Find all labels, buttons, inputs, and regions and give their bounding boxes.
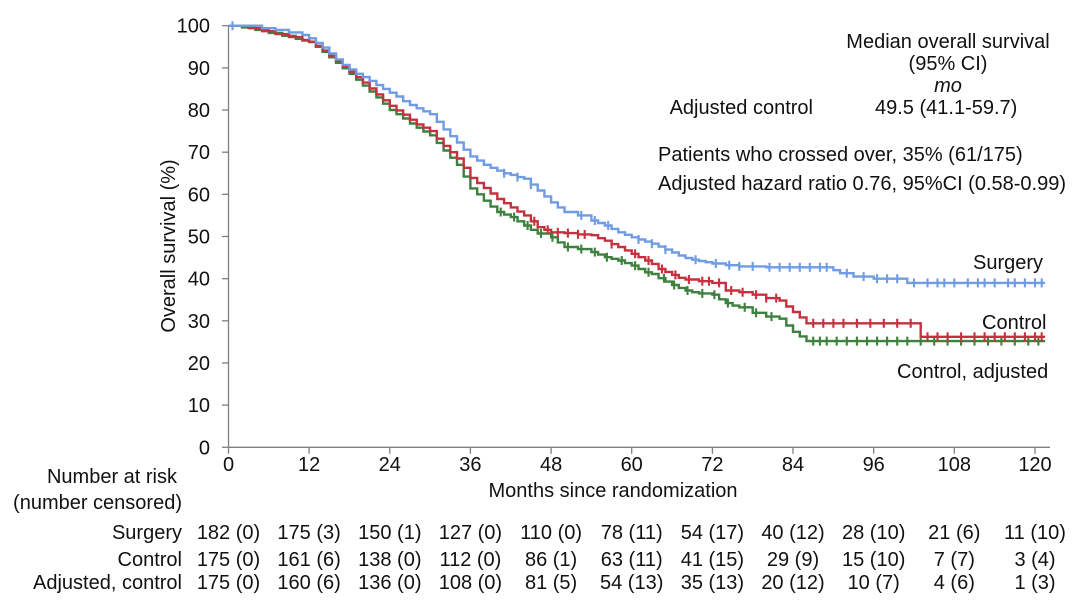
risk-cell: 7 (7) <box>933 549 975 571</box>
risk-cell: 15 (10) <box>842 549 906 571</box>
x-tick-label: 84 <box>782 454 804 476</box>
risk-table-subtitle: (number censored) <box>13 492 182 514</box>
x-tick-label: 12 <box>298 454 320 476</box>
risk-cell: 11 (10) <box>1004 522 1066 544</box>
risk-cell: 4 (6) <box>933 572 975 594</box>
x-tick-label: 36 <box>459 454 481 476</box>
y-tick-label: 10 <box>188 395 210 417</box>
risk-cell: 136 (0) <box>358 572 422 594</box>
curve-label-control: Control <box>982 312 1047 334</box>
x-tick-label: 96 <box>863 454 885 476</box>
median-row-value: 49.5 (41.1-59.7) <box>875 97 1018 119</box>
risk-cell: 20 (12) <box>761 572 825 594</box>
risk-cell: 40 (12) <box>761 522 825 544</box>
risk-cell: 175 (0) <box>196 572 261 594</box>
risk-cell: 182 (0) <box>196 522 261 544</box>
risk-cell: 175 (0) <box>196 549 261 571</box>
x-tick-label: 120 <box>1018 454 1051 476</box>
risk-cell: 108 (0) <box>438 572 503 594</box>
risk-cell: 29 (9) <box>766 549 820 571</box>
y-tick-label: 80 <box>188 100 210 122</box>
x-axis-label: Months since randomization <box>488 480 738 502</box>
risk-cell: 150 (1) <box>358 522 422 544</box>
crossover-note: Patients who crossed over, 35% (61/175) <box>658 144 1023 166</box>
risk-cell: 10 (7) <box>847 572 900 594</box>
risk-cell: 127 (0) <box>438 522 503 544</box>
risk-cell: 112 (0) <box>439 549 502 571</box>
y-tick-label: 30 <box>188 311 210 333</box>
risk-row-label: Surgery <box>111 522 182 544</box>
risk-table-title: Number at risk <box>46 466 177 488</box>
risk-cell: 3 (4) <box>1014 549 1056 571</box>
risk-cell: 21 (6) <box>928 522 981 544</box>
risk-cell: 161 (6) <box>277 549 341 571</box>
x-tick-label: 24 <box>379 454 401 476</box>
median-survival-ci: (95% CI) <box>908 53 988 75</box>
risk-cell: 138 (0) <box>358 549 422 571</box>
risk-cell: 54 (17) <box>680 522 745 544</box>
risk-cell: 63 (11) <box>600 549 663 571</box>
x-tick-label: 60 <box>621 454 643 476</box>
risk-cell: 81 (5) <box>524 572 578 594</box>
y-tick-label: 90 <box>188 58 210 80</box>
risk-cell: 41 (15) <box>680 549 745 571</box>
x-tick-label: 108 <box>938 454 971 476</box>
y-tick-label: 100 <box>177 16 210 38</box>
y-tick-label: 50 <box>188 227 210 249</box>
y-tick-label: 40 <box>188 269 210 291</box>
risk-cell: 28 (10) <box>842 522 906 544</box>
curve-label-surgery: Surgery <box>973 252 1044 274</box>
median-row-label: Adjusted control <box>669 97 813 119</box>
y-tick-label: 60 <box>188 184 210 206</box>
risk-cell: 86 (1) <box>524 549 578 571</box>
x-tick-label: 48 <box>540 454 562 476</box>
risk-cell: 35 (13) <box>680 572 745 594</box>
risk-row-label: Adjusted, control <box>33 572 182 594</box>
risk-cell: 110 (0) <box>520 522 583 544</box>
x-tick-label: 0 <box>223 454 234 476</box>
risk-cell: 78 (11) <box>600 522 663 544</box>
y-tick-label: 20 <box>188 353 210 375</box>
median-survival-title: Median overall survival <box>846 31 1050 53</box>
hazard-ratio-note: Adjusted hazard ratio 0.76, 95%CI (0.58-… <box>658 173 1067 195</box>
y-tick-label: 70 <box>188 142 210 164</box>
risk-cell: 175 (3) <box>277 522 341 544</box>
y-tick-label: 0 <box>199 437 210 459</box>
control-curve <box>228 24 1046 338</box>
curve-label-control-adjusted: Control, adjusted <box>897 361 1049 383</box>
x-tick-label: 72 <box>701 454 723 476</box>
risk-cell: 160 (6) <box>277 572 341 594</box>
risk-row-label: Control <box>117 549 182 571</box>
risk-cell: 1 (3) <box>1014 572 1056 594</box>
median-survival-unit: mo <box>934 75 962 97</box>
risk-cell: 54 (13) <box>600 572 664 594</box>
y-axis-label: Overall survival (%) <box>158 159 180 333</box>
